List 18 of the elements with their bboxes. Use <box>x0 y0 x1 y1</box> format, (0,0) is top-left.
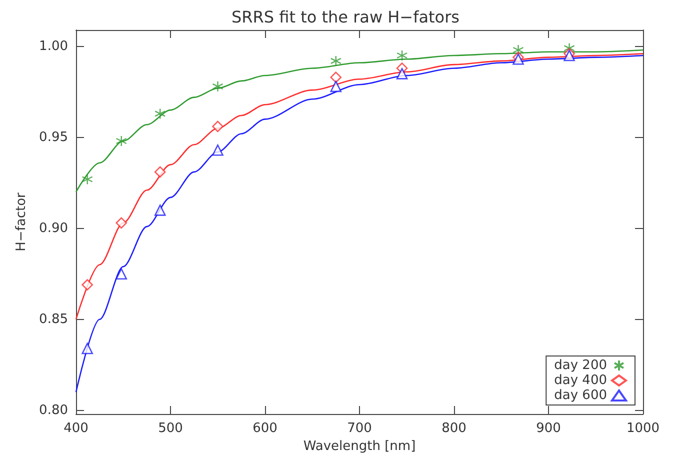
chart-title: SRRS fit to the raw H−fators <box>232 8 460 26</box>
x-tick-label: 1000 <box>626 421 660 436</box>
legend-label: day 600 <box>554 388 607 403</box>
x-axis-title: Wavelength [nm] <box>303 439 416 454</box>
y-axis-title: H−factor <box>14 192 30 252</box>
x-tick-label: 500 <box>158 421 183 436</box>
x-tick-label: 900 <box>536 421 561 436</box>
legend-label: day 200 <box>554 358 607 373</box>
x-tick-label: 400 <box>64 421 88 436</box>
y-tick-label: 1.00 <box>39 38 68 54</box>
y-tick-label: 0.80 <box>39 402 68 418</box>
legend-label: day 400 <box>554 373 607 388</box>
y-tick-label: 0.95 <box>39 130 68 145</box>
x-tick-label: 800 <box>442 421 466 436</box>
x-tick-label: 700 <box>347 421 372 436</box>
y-tick-label: 0.90 <box>39 220 68 236</box>
x-tick-label: 600 <box>252 421 278 436</box>
y-tick-label: 0.85 <box>39 312 68 327</box>
